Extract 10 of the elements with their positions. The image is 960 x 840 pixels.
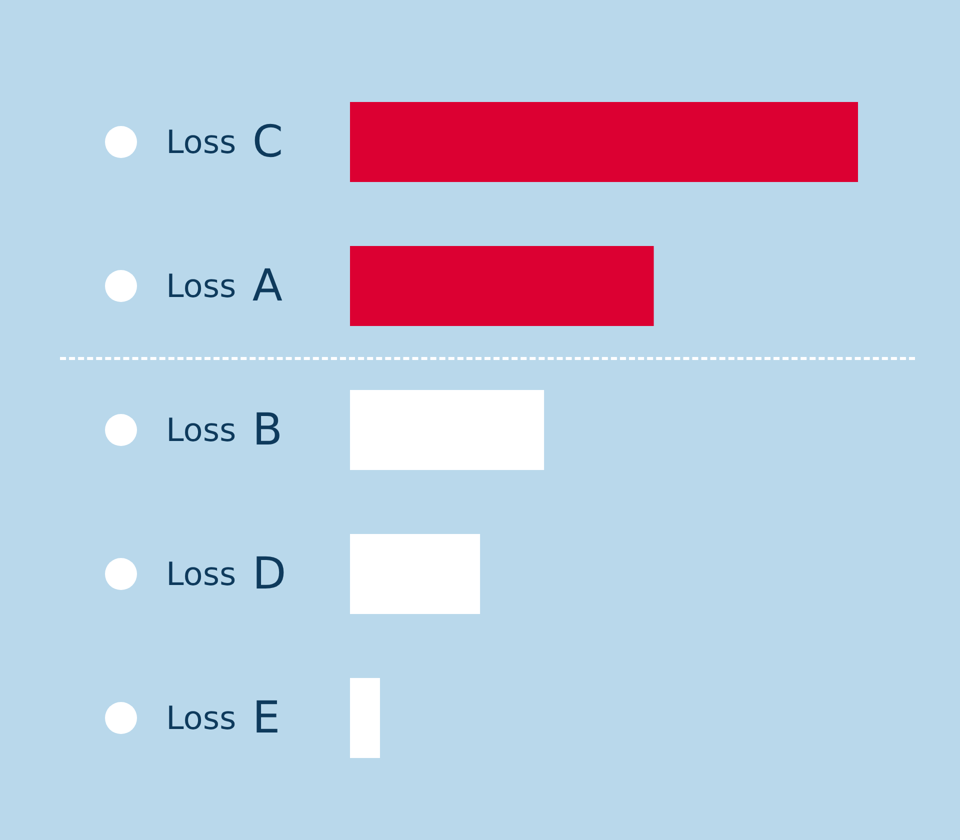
y-tick-label: Loss B (166, 404, 283, 456)
y-tick-label: Loss A (166, 260, 282, 312)
bar (350, 678, 380, 758)
y-tick-label: Loss D (166, 548, 286, 600)
bar (350, 246, 654, 326)
bar (350, 390, 544, 470)
bar (350, 534, 480, 614)
y-tick-label: Loss C (166, 116, 284, 168)
y-tick-label: Loss E (166, 692, 280, 744)
bar (350, 102, 858, 182)
